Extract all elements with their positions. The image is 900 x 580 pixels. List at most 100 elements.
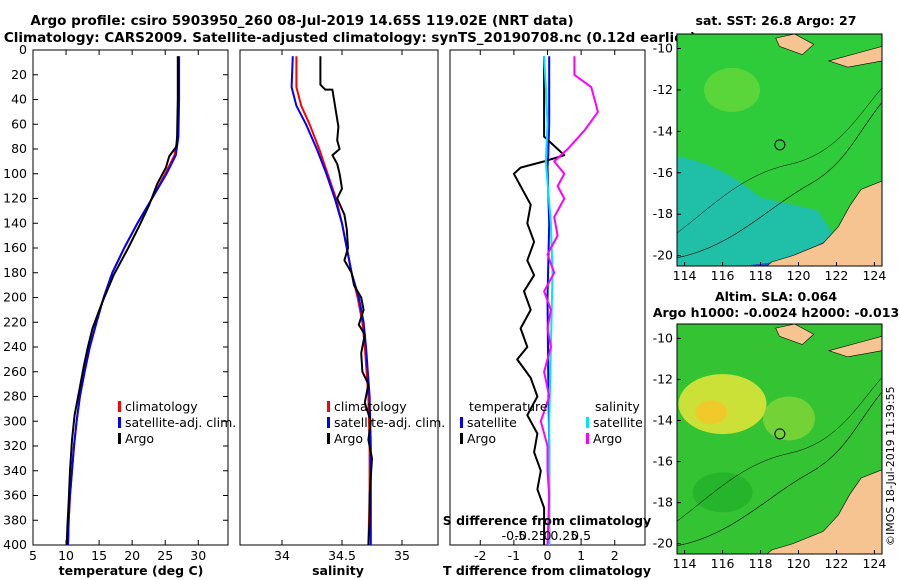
depth-tick-label: 340 [3,463,27,478]
sst-map-body [677,34,882,266]
depth-tick-label: 240 [3,339,27,354]
legend-swatch-argo [118,433,121,444]
map-depth-contour [677,377,882,522]
temperature-x-tick-label: 5 [29,548,37,563]
legend-title-salinity: salinity [595,399,640,414]
map-lon-label: 120 [787,556,811,571]
map-rote-timor-land [827,336,882,358]
map-lon-label: 116 [711,556,735,571]
difference-x-tick-label: 0 [544,548,552,563]
depth-tick-label: 260 [3,364,27,379]
map-lon-label: 114 [673,268,697,283]
legend-label-s-satellite: satellite [593,415,643,430]
salinity-x-tick-label: 34.5 [328,548,356,563]
s-difference-tick-label: 0.5 [571,528,591,543]
legend-label-argo: Argo [334,431,363,446]
depth-tick-label: 100 [3,166,27,181]
temperature-x-tick-label: 10 [58,548,74,563]
temperature-x-label: temperature (deg C) [59,563,204,578]
s-difference-tick-label: 0 [544,528,552,543]
salinity-x-axis: 34 34.5 35 [274,50,410,563]
sla-map-title-line-2: Argo h1000: -0.0024 h2000: -0.013 [653,305,899,320]
map-lat-label: -12 [653,82,673,97]
s-difference-tick-label: 0.25 [550,528,578,543]
legend-label-satellite: satellite-adj. clim. [334,415,445,430]
depth-tick-label: 280 [3,389,27,404]
map-lon-label: 124 [862,268,886,283]
depth-tick-label: 0 [19,42,27,57]
salinity-series-satellite-adj-clim- [290,56,372,545]
difference-legend: temperature salinity satellite Argo sate… [460,399,643,446]
map-lat-label: -10 [653,41,673,56]
legend-swatch-s-satellite [586,417,589,428]
map-rote-timor-land [827,46,882,68]
difference-chart: -2 -1 0 1 2 temperature salinity satellite A… [443,49,652,578]
depth-tick-label: 300 [3,413,27,428]
map-lat-label: -18 [653,206,673,221]
sla-map-body [677,324,882,554]
depth-tick-label: 160 [3,240,27,255]
credit-text: ©IMOS 18-Jul-2019 11:39:55 [884,386,897,546]
salinity-legend: climatology satellite-adj. clim. Argo [327,399,445,446]
map-warm-patch [704,67,761,112]
t-difference-label: T difference from climatology [443,563,651,578]
salinity-x-label: salinity [312,563,364,578]
map-lat-label: -12 [653,371,673,386]
s-difference-label: S difference from climatology [443,513,652,528]
map-australia-land [766,469,882,554]
legend-label-s-argo: Argo [593,431,622,446]
map-lat-label: -10 [653,330,673,345]
map-australia-land [766,180,882,266]
map-lon-label: 120 [787,268,811,283]
title-line-2: Climatology: CARS2009. Satellite-adjuste… [4,30,696,46]
sla-map-title-line-1: Altim. SLA: 0.064 [715,289,837,304]
map-frame [676,33,883,267]
title-line-1: Argo profile: csiro 5903950_260 08-Jul-2… [30,13,573,29]
depth-tick-label: 180 [3,265,27,280]
map-depth-contour [677,102,882,259]
map-sumba-land [775,34,815,56]
salinity-chart: 34 34.5 35 climatology satellite-adj. clim… [239,49,445,578]
map-lon-label: 124 [862,556,886,571]
temperature-legend: climatology satellite-adj. clim. Argo [118,399,236,446]
legend-swatch-satellite [327,417,330,428]
legend-label-climatology: climatology [125,399,198,414]
depth-tick-label: 220 [3,314,27,329]
map-lon-label: 116 [711,268,735,283]
map-lat-label: -14 [653,123,673,138]
depth-tick-label: 40 [11,92,27,107]
map-depth-contour [677,87,882,234]
map-frame [676,323,883,555]
map-lon-label: 114 [673,556,697,571]
map-lon-label: 118 [749,268,773,283]
salinity-x-tick-label: 35 [394,548,410,563]
sst-map: sat. SST: 26.8 Argo: 27 114 116 118 120 122 1… [653,13,887,283]
depth-tick-label: 400 [3,537,27,552]
map-lat-label: -16 [653,165,673,180]
sla-map: Altim. SLA: 0.064 Argo h1000: -0.0024 h2… [653,289,900,571]
temperature-x-axis: 5 10 15 20 25 30 [29,50,206,563]
legend-label-satellite: satellite-adj. clim. [125,415,236,430]
difference-x-tick-label: -2 [474,548,486,563]
map-sumba-land [775,324,815,345]
temperature-axes-frame [32,49,229,546]
legend-swatch-t-satellite [460,417,463,428]
temperature-x-tick-label: 15 [91,548,107,563]
map-low-sla [692,472,753,513]
legend-swatch-argo [327,433,330,444]
depth-tick-label: 200 [3,290,27,305]
temperature-x-tick-label: 30 [190,548,206,563]
s-difference-tick-label: -0.25 [515,528,547,543]
salinity-x-tick-label: 34 [274,548,290,563]
map-mid-sla [762,396,815,441]
depth-tick-label: 360 [3,488,27,503]
legend-swatch-satellite [118,417,121,428]
s-difference-tick-label: -0.5 [502,528,526,543]
difference-x-axis: -2 -1 0 1 2 [474,50,619,563]
map-lon-label: 118 [749,556,773,571]
temperature-x-tick-label: 25 [157,548,173,563]
temperature-x-tick-label: 20 [124,548,140,563]
legend-label-t-argo: Argo [467,431,496,446]
depth-tick-label: 120 [3,191,27,206]
